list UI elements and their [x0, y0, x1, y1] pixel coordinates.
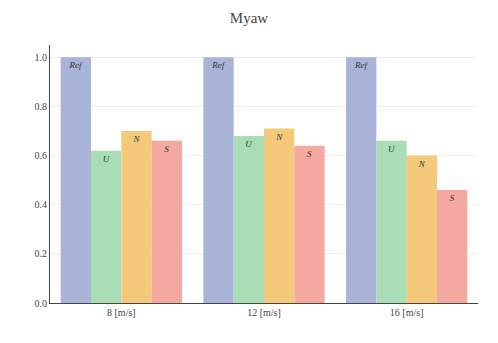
svg-text:Ref: Ref: [69, 60, 83, 70]
svg-text:0.8: 0.8: [35, 101, 48, 112]
svg-text:S: S: [164, 144, 169, 154]
svg-text:S: S: [450, 193, 455, 203]
svg-text:0.6: 0.6: [35, 150, 48, 161]
svg-text:16 [m/s]: 16 [m/s]: [390, 307, 424, 318]
svg-text:0.2: 0.2: [35, 248, 48, 259]
svg-text:0.0: 0.0: [35, 298, 48, 309]
svg-text:N: N: [275, 132, 283, 142]
svg-text:U: U: [103, 154, 110, 164]
svg-text:Ref: Ref: [211, 60, 225, 70]
svg-text:12 [m/s]: 12 [m/s]: [247, 307, 281, 318]
svg-text:Ref: Ref: [354, 60, 368, 70]
svg-text:S: S: [307, 149, 312, 159]
svg-text:0.4: 0.4: [35, 199, 48, 210]
svg-text:U: U: [245, 139, 252, 149]
svg-text:N: N: [418, 159, 426, 169]
svg-text:1.0: 1.0: [35, 52, 48, 63]
svg-text:U: U: [388, 144, 395, 154]
svg-text:N: N: [132, 134, 140, 144]
svg-text:Myaw: Myaw: [230, 10, 268, 26]
svg-text:8 [m/s]: 8 [m/s]: [107, 307, 136, 318]
